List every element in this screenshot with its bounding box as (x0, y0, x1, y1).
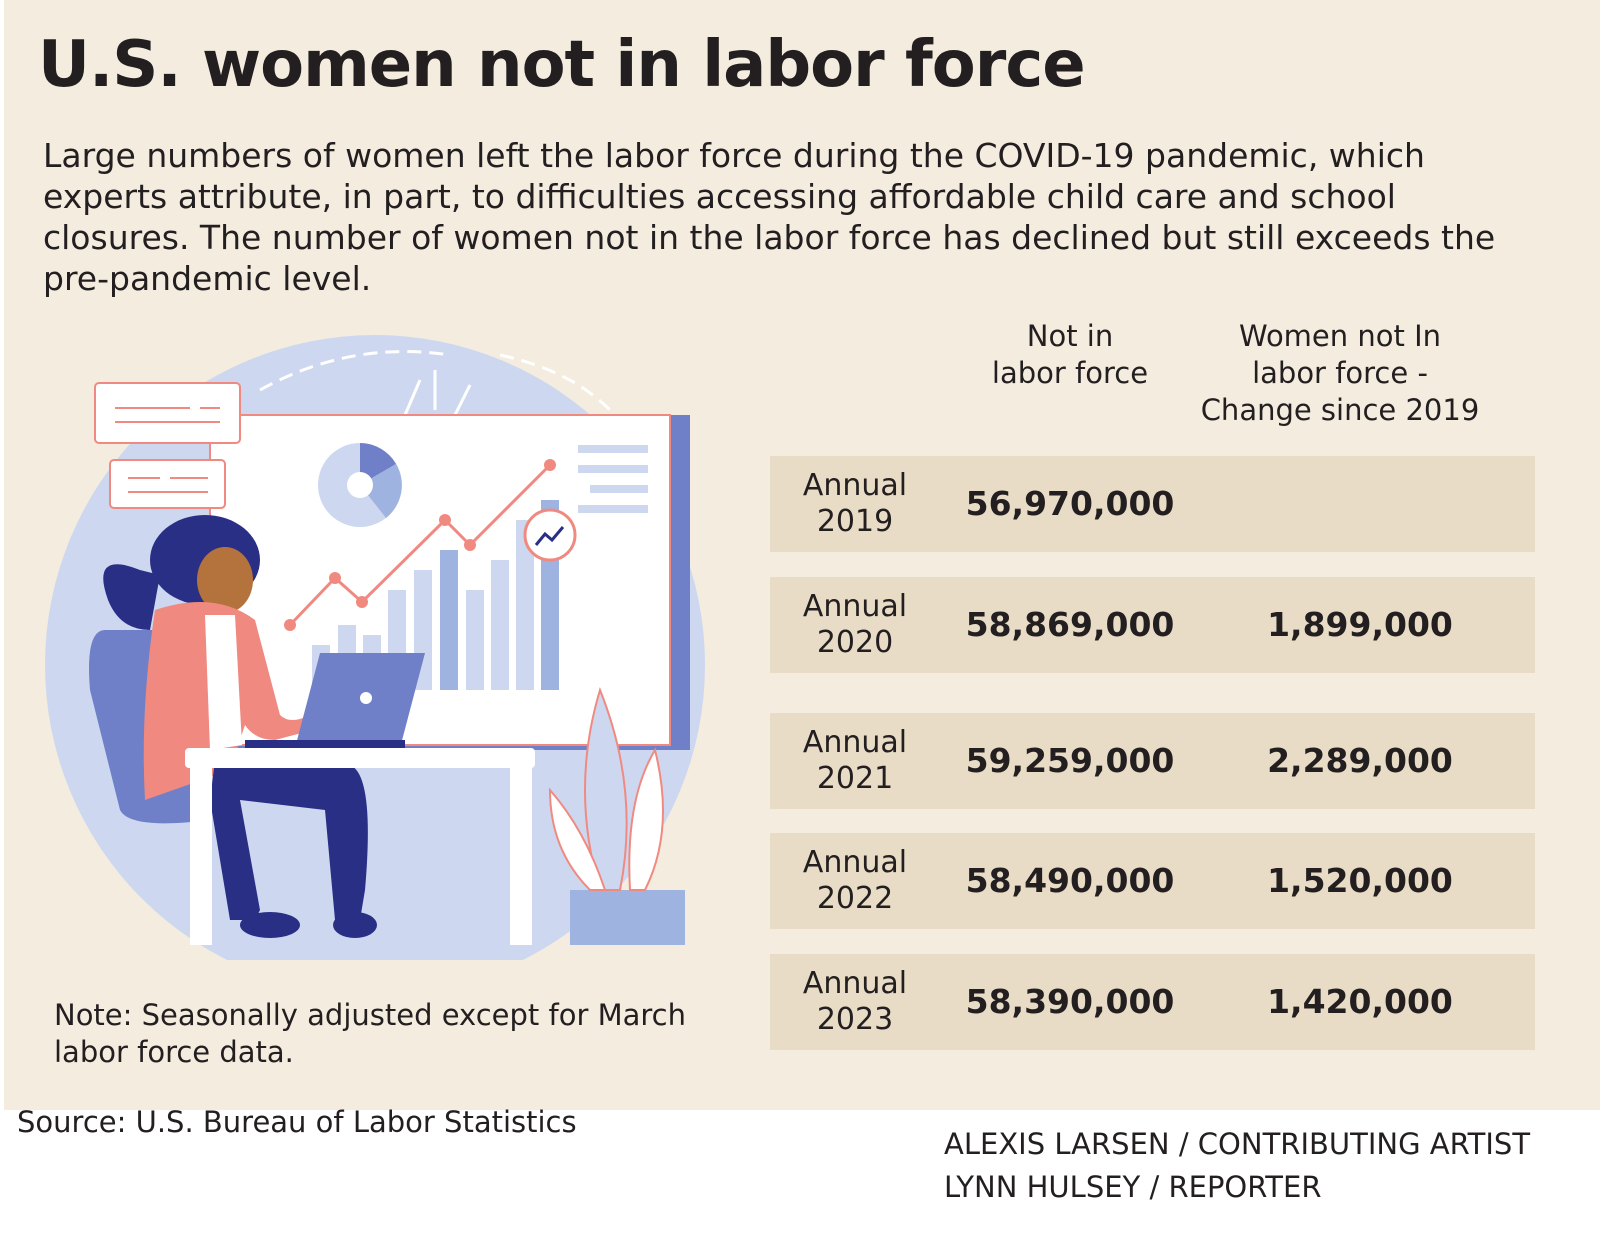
not-in-labor-force-value: 58,490,000 (965, 861, 1175, 900)
header-change-since-2019: Women not In labor force - Change since … (1175, 318, 1505, 429)
change-since-2019-value: 2,289,000 (1267, 741, 1453, 780)
period-label: Annual (802, 966, 908, 1001)
not-in-labor-force-value: 59,259,000 (965, 741, 1175, 780)
period-label: Annual (802, 468, 908, 503)
change-since-2019-value: 1,420,000 (1267, 982, 1453, 1021)
table-row: Annual 2020 58,869,000 1,899,000 (770, 577, 1535, 673)
change-since-2019-value: 1,520,000 (1267, 861, 1453, 900)
header-2-line-3: Change since 2019 (1200, 393, 1480, 427)
period-year: 2023 (816, 1002, 894, 1037)
not-in-labor-force-value: 58,869,000 (965, 605, 1175, 644)
table-row: Annual 2023 58,390,000 1,420,000 (770, 954, 1535, 1050)
credit-reporter: LYNN HULSEY / REPORTER (944, 1170, 1322, 1204)
chart-subtitle: Large numbers of women left the labor fo… (43, 136, 1496, 298)
not-in-labor-force-value: 56,970,000 (965, 484, 1175, 523)
period-year: 2022 (816, 881, 894, 916)
table-row: Annual 2019 56,970,000 (770, 456, 1535, 552)
not-in-labor-force-value: 58,390,000 (965, 982, 1175, 1021)
table-row: Annual 2022 58,490,000 1,520,000 (770, 833, 1535, 929)
header-not-in-labor-force: Not in labor force (960, 318, 1180, 392)
period-label: Annual (802, 845, 908, 880)
period-year: 2020 (816, 625, 894, 660)
header-1-line-1: Not in (1026, 319, 1114, 353)
period-label: Annual (802, 725, 908, 760)
source-line: Source: U.S. Bureau of Labor Statistics (17, 1105, 577, 1139)
header-1-line-2: labor force (991, 356, 1149, 390)
credits: ALEXIS LARSEN / CONTRIBUTING ARTIST LYNN… (944, 1123, 1530, 1209)
period-year: 2019 (816, 504, 894, 539)
row-period: Annual 2021 (790, 725, 920, 797)
change-since-2019-value: 1,899,000 (1267, 605, 1453, 644)
footnote: Note: Seasonally adjusted except for Mar… (54, 998, 686, 1069)
period-label: Annual (802, 589, 908, 624)
chart-title: U.S. women not in labor force (38, 28, 1086, 102)
header-2-line-2: labor force - (1252, 356, 1428, 390)
period-year: 2021 (816, 761, 894, 796)
row-period: Annual 2020 (790, 589, 920, 661)
row-period: Annual 2019 (790, 468, 920, 540)
table-row: Annual 2021 59,259,000 2,289,000 (770, 713, 1535, 809)
credit-artist: ALEXIS LARSEN / CONTRIBUTING ARTIST (944, 1127, 1531, 1161)
header-2-line-1: Women not In (1238, 319, 1442, 353)
row-period: Annual 2022 (790, 845, 920, 917)
woman-at-laptop-illustration (45, 335, 705, 960)
row-period: Annual 2023 (790, 966, 920, 1038)
